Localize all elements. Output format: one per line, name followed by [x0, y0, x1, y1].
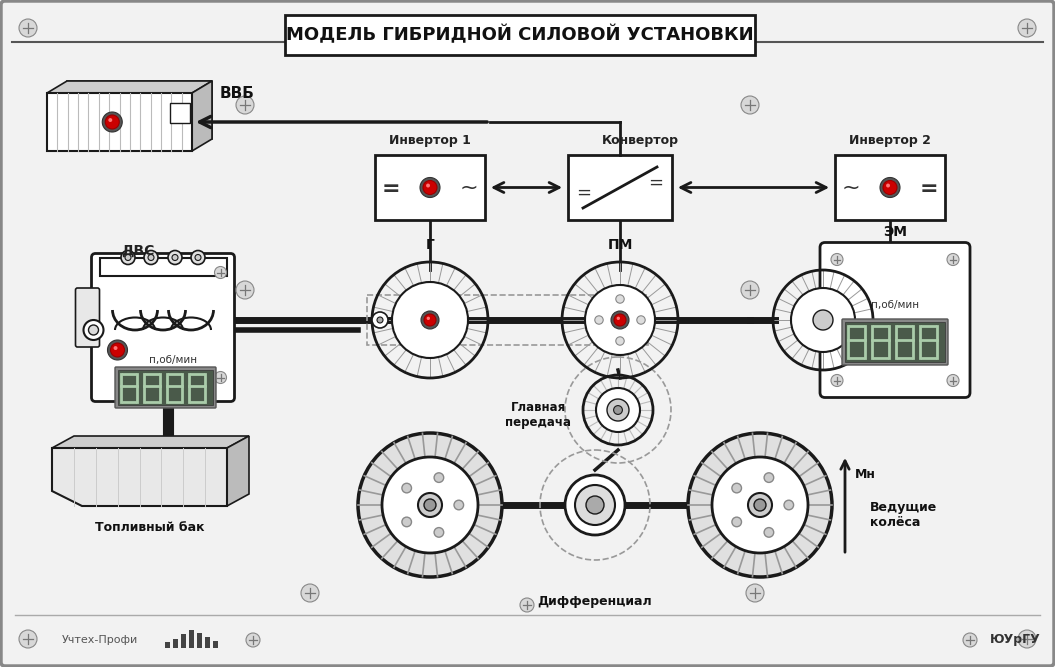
- Circle shape: [214, 372, 227, 384]
- Circle shape: [106, 115, 119, 129]
- Text: Г: Г: [425, 238, 435, 252]
- Circle shape: [89, 325, 98, 335]
- Polygon shape: [52, 436, 249, 448]
- Circle shape: [121, 251, 135, 265]
- Circle shape: [19, 630, 37, 648]
- Circle shape: [784, 500, 793, 510]
- Circle shape: [420, 177, 440, 197]
- Circle shape: [883, 181, 897, 195]
- Circle shape: [1018, 630, 1036, 648]
- Text: Инвертор 1: Инвертор 1: [389, 134, 471, 147]
- Circle shape: [616, 317, 620, 320]
- Circle shape: [377, 317, 383, 323]
- Text: =: =: [382, 179, 400, 199]
- Circle shape: [712, 457, 808, 553]
- Circle shape: [418, 493, 442, 517]
- Circle shape: [426, 183, 430, 187]
- Circle shape: [111, 343, 124, 357]
- Circle shape: [426, 317, 430, 320]
- Bar: [205, 637, 210, 648]
- Circle shape: [586, 496, 605, 514]
- Circle shape: [732, 484, 742, 493]
- Circle shape: [813, 310, 833, 330]
- Circle shape: [791, 288, 855, 352]
- Text: ДВС: ДВС: [121, 243, 155, 257]
- Circle shape: [947, 253, 959, 265]
- Text: =: =: [576, 183, 592, 201]
- Circle shape: [236, 281, 254, 299]
- Text: Главная
передача: Главная передача: [505, 401, 571, 429]
- FancyBboxPatch shape: [92, 253, 234, 402]
- Circle shape: [195, 255, 202, 261]
- Circle shape: [520, 598, 534, 612]
- Circle shape: [886, 183, 890, 187]
- Bar: [845, 322, 945, 362]
- Text: Топливный бак: Топливный бак: [95, 521, 205, 534]
- Circle shape: [434, 528, 444, 537]
- Circle shape: [764, 473, 773, 482]
- Circle shape: [372, 312, 388, 328]
- Circle shape: [246, 633, 260, 647]
- Circle shape: [191, 251, 205, 265]
- FancyBboxPatch shape: [115, 367, 216, 408]
- Text: ЮУрГУ: ЮУрГУ: [990, 634, 1040, 646]
- Circle shape: [168, 251, 183, 265]
- Bar: [47, 93, 192, 151]
- Bar: [189, 630, 194, 648]
- Circle shape: [880, 177, 900, 197]
- Circle shape: [402, 484, 411, 493]
- Circle shape: [586, 285, 655, 355]
- Circle shape: [611, 311, 629, 329]
- Circle shape: [947, 374, 959, 386]
- Circle shape: [831, 253, 843, 265]
- Bar: [213, 641, 218, 648]
- Polygon shape: [68, 81, 212, 139]
- Text: ЭМ: ЭМ: [883, 225, 907, 239]
- Circle shape: [614, 314, 626, 326]
- Circle shape: [109, 118, 112, 122]
- Circle shape: [108, 340, 128, 360]
- Circle shape: [741, 281, 759, 299]
- Circle shape: [614, 406, 622, 414]
- Text: Учтех-Профи: Учтех-Профи: [62, 635, 138, 645]
- Text: ~: ~: [460, 177, 478, 197]
- Bar: [835, 155, 945, 220]
- Circle shape: [616, 295, 625, 303]
- Bar: [170, 103, 190, 123]
- Circle shape: [688, 433, 832, 577]
- Text: МОДЕЛЬ ГИБРИДНОЙ СИЛОВОЙ УСТАНОВКИ: МОДЕЛЬ ГИБРИДНОЙ СИЛОВОЙ УСТАНОВКИ: [286, 25, 754, 45]
- Bar: [285, 15, 755, 55]
- Text: Мн: Мн: [855, 468, 876, 482]
- Text: Инвертор 2: Инвертор 2: [849, 134, 931, 147]
- Circle shape: [421, 311, 439, 329]
- Circle shape: [565, 475, 625, 535]
- Circle shape: [454, 500, 463, 510]
- Bar: [568, 155, 672, 220]
- Circle shape: [143, 251, 158, 265]
- Circle shape: [423, 181, 437, 195]
- Circle shape: [732, 517, 742, 527]
- Circle shape: [754, 499, 766, 511]
- Circle shape: [637, 315, 646, 324]
- Text: п,об/мин: п,об/мин: [871, 300, 919, 310]
- Circle shape: [616, 337, 625, 346]
- Circle shape: [382, 457, 478, 553]
- Circle shape: [1018, 19, 1036, 37]
- Circle shape: [424, 499, 436, 511]
- Circle shape: [236, 96, 254, 114]
- Circle shape: [301, 584, 319, 602]
- FancyBboxPatch shape: [76, 288, 99, 347]
- Bar: [367, 295, 648, 345]
- Circle shape: [746, 584, 764, 602]
- FancyBboxPatch shape: [820, 243, 970, 398]
- Text: Дифференциал: Дифференциал: [538, 595, 652, 608]
- Circle shape: [19, 19, 37, 37]
- Circle shape: [83, 320, 103, 340]
- Text: Конвертор: Конвертор: [601, 134, 678, 147]
- Bar: [173, 639, 178, 648]
- Circle shape: [741, 96, 759, 114]
- Text: ~: ~: [842, 177, 860, 197]
- Polygon shape: [227, 436, 249, 506]
- Circle shape: [434, 473, 444, 482]
